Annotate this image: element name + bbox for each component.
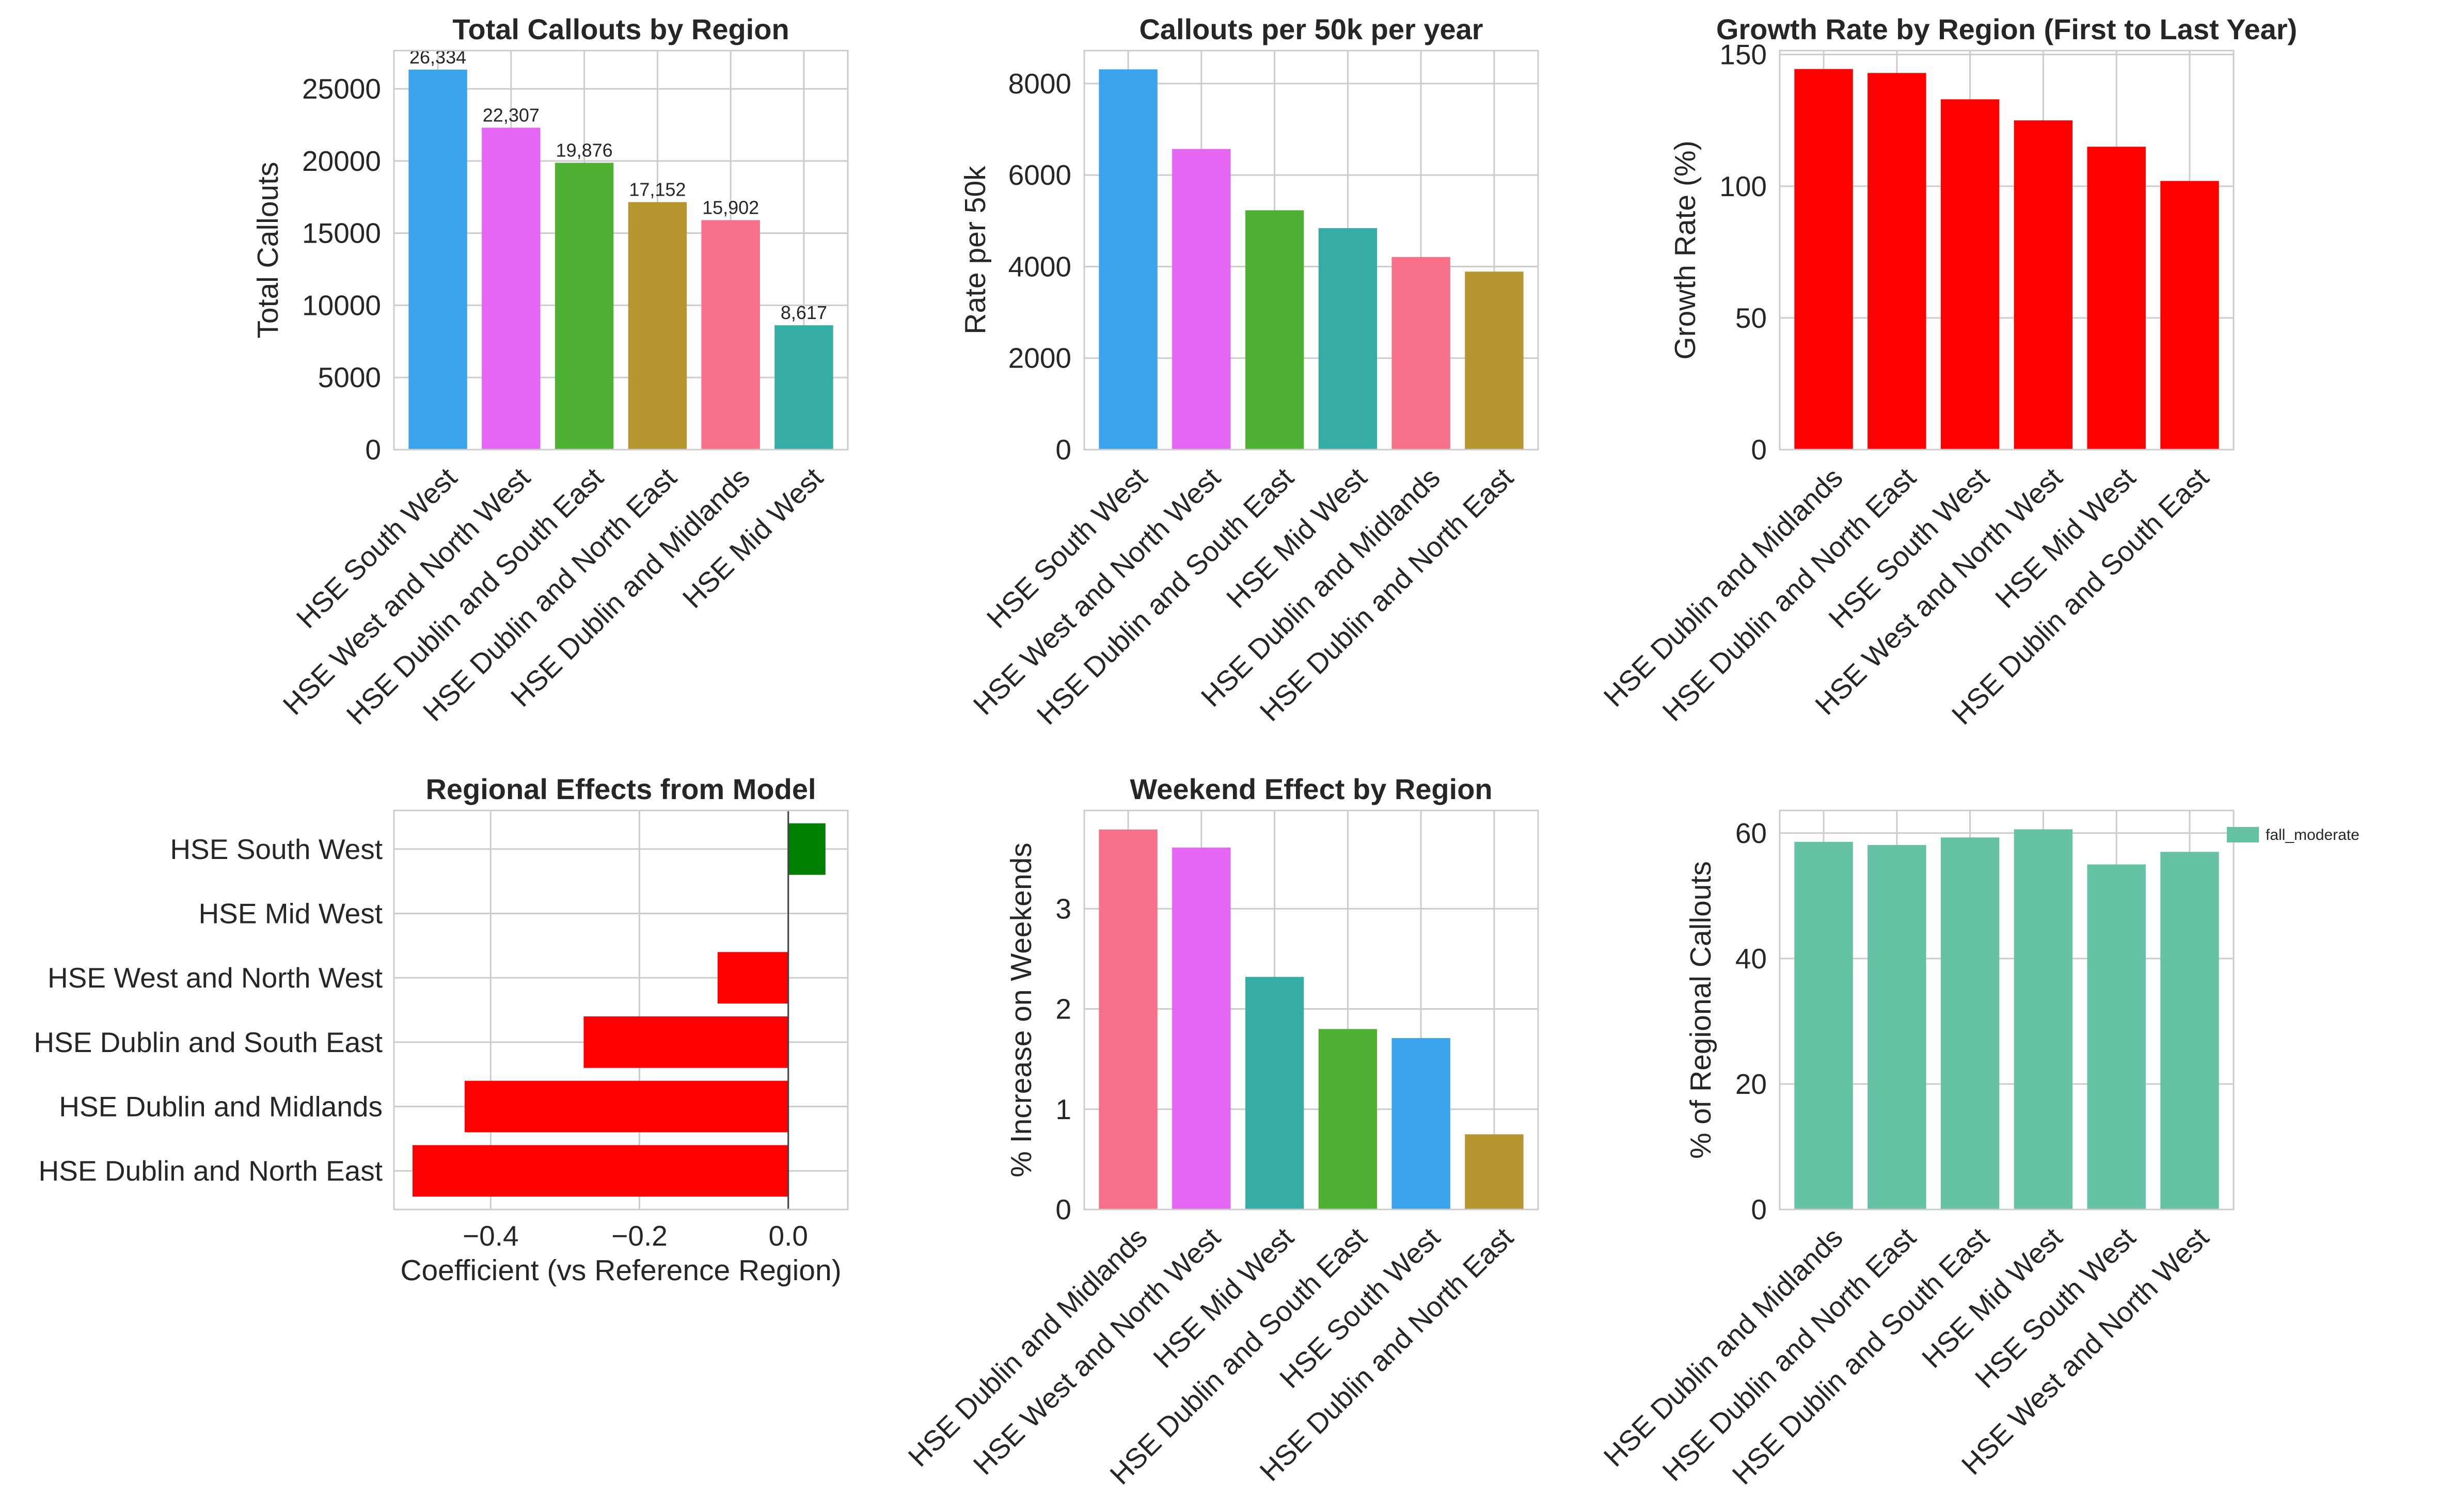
xtick-label: 0.0 [768,1220,808,1252]
data-label: 15,902 [702,197,759,218]
axes-frame [393,50,849,451]
chart-title: Callouts per 50k per year [1139,13,1483,45]
chart-title: Growth Rate by Region (First to Last Yea… [1716,13,2297,45]
y-axis-label: % of Regional Callouts [1684,861,1717,1159]
chart-title: Weekend Effect by Region [1130,773,1492,805]
y-axis-label: % Increase on Weekends [1005,842,1038,1177]
bar [774,325,833,450]
ytick-label: 100 [1719,170,1767,202]
data-label: 8,617 [781,302,827,323]
panel-4: HSE South West HSE Mid West HSE West and N… [34,773,849,1287]
ytick-label: 0 [365,434,381,466]
axes-frame [1779,50,2235,451]
axes-frame [1083,809,1539,1211]
ytick-label: 2000 [1008,342,1071,374]
bar [1099,69,1158,450]
chart-title: Total Callouts by Region [452,13,789,45]
ytick-label: 5000 [318,361,381,393]
legend: fall_moderate [2227,826,2360,843]
axes-frame [1083,50,1539,451]
ytick-label: 20000 [302,145,381,177]
ytick-label: HSE Dublin and South East [34,1026,383,1058]
ytick-label: 2 [1055,993,1071,1025]
ytick-label: 40 [1735,943,1767,975]
bar [1940,99,2000,450]
chart-title: Regional Effects from Model [425,773,816,805]
bar [464,1080,788,1133]
ytick-label: 10000 [302,289,381,321]
ytick-label: HSE South West [170,833,383,865]
bar [628,202,687,450]
axes-frame [393,809,849,1211]
bar [1172,149,1231,450]
ytick-label: 6000 [1008,159,1071,191]
ytick-label: 0 [1751,434,1767,466]
ytick-label: 0 [1055,1193,1071,1225]
ytick-label: HSE West and North West [48,962,383,994]
bar [1940,837,2000,1209]
bar [2160,852,2219,1209]
bar [2087,147,2146,450]
bar [717,952,788,1004]
ytick-label: 20 [1735,1068,1767,1100]
bar [583,1016,788,1068]
bar [1868,845,1926,1209]
bar [1245,977,1304,1209]
ytick-label: 150 [1719,39,1767,71]
bar [408,69,467,450]
xtick-label: −0.4 [463,1220,519,1252]
y-axis-label: Rate per 50k [959,166,992,335]
ytick-label: HSE Dublin and Midlands [59,1091,383,1123]
ytick-label: 1 [1055,1093,1071,1125]
ytick-label: 50 [1735,302,1767,334]
bar [1868,73,1926,450]
ytick-label: 15000 [302,217,381,249]
bar [1391,257,1450,450]
bar [1172,847,1231,1209]
bar [413,1145,788,1197]
y-axis-label: Growth Rate (%) [1669,140,1702,359]
x-axis-label: Coefficient (vs Reference Region) [400,1254,841,1287]
legend-swatch [2227,827,2259,842]
ytick-label: HSE Dublin and North East [39,1155,383,1187]
bar [1465,1134,1524,1209]
bar [788,823,826,875]
data-label: 17,152 [629,179,686,200]
axes-frame [1779,809,2235,1211]
bar [1318,228,1378,450]
bar [1245,210,1304,450]
bar [482,128,541,450]
ytick-label: 3 [1055,893,1071,925]
bar [1794,69,1853,450]
bar [1318,1029,1378,1209]
bar [2160,181,2219,450]
bar [1099,829,1158,1209]
bar [2087,864,2146,1209]
bar [1794,841,1853,1209]
bar [1391,1038,1450,1209]
legend-label: fall_moderate [2266,826,2360,843]
ytick-label: 0 [1751,1193,1767,1225]
ytick-label: 25000 [302,73,381,105]
ytick-label: 60 [1735,817,1767,849]
ytick-label: 8000 [1008,68,1071,100]
data-label: 19,876 [556,139,613,161]
data-label: 22,307 [483,104,540,125]
bar [555,163,614,450]
bar [701,220,760,450]
data-label: 26,334 [409,46,466,68]
xtick-label: −0.2 [611,1220,668,1252]
ytick-label: 4000 [1008,250,1071,282]
ytick-label: 0 [1055,434,1071,466]
bar [2014,829,2073,1209]
ytick-label: HSE Mid West [198,897,383,929]
bar [2014,120,2073,450]
y-axis-label: Total Callouts [251,162,284,338]
bar [1465,272,1524,450]
